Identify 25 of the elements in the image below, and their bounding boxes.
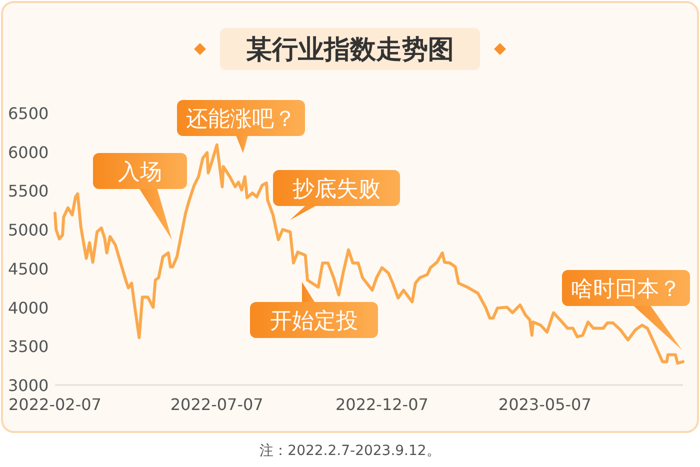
annotation: 抄底失败 [292, 177, 380, 202]
callout: 开始定投 [250, 282, 378, 338]
x-tick-label: 2022-12-07 [335, 395, 428, 414]
x-tick-label: 2022-07-07 [170, 395, 264, 414]
y-tick-label: 5500 [8, 182, 49, 201]
y-tick-label: 4000 [8, 298, 49, 318]
line-series [54, 143, 684, 365]
y-tick-label: 5000 [8, 220, 49, 240]
y-tick-label: 6500 [8, 104, 49, 123]
callout: 抄底失败 [273, 170, 400, 220]
x-tick-label: 2023-05-07 [498, 395, 592, 414]
callout: 啥时回本？ [562, 270, 690, 350]
y-tick-label: 3000 [8, 376, 49, 395]
x-tick-label: 2022-02-07 [8, 395, 102, 414]
annotation: 还能涨吧？ [186, 107, 296, 132]
text: 注：2022.2.7-2023.9.12。 [260, 443, 440, 459]
y-tick-label: 6000 [8, 142, 49, 162]
annotation: 入场 [118, 160, 162, 185]
chart-title: 某行业指数走势图 [246, 35, 454, 65]
callout: 还能涨吧？ [177, 100, 305, 153]
annotation: 开始定投 [270, 309, 358, 334]
y-tick-label: 3500 [8, 337, 49, 356]
callout: 入场 [93, 153, 187, 240]
y-tick-label: 4500 [8, 259, 49, 278]
annotation: 啥时回本？ [571, 277, 681, 302]
